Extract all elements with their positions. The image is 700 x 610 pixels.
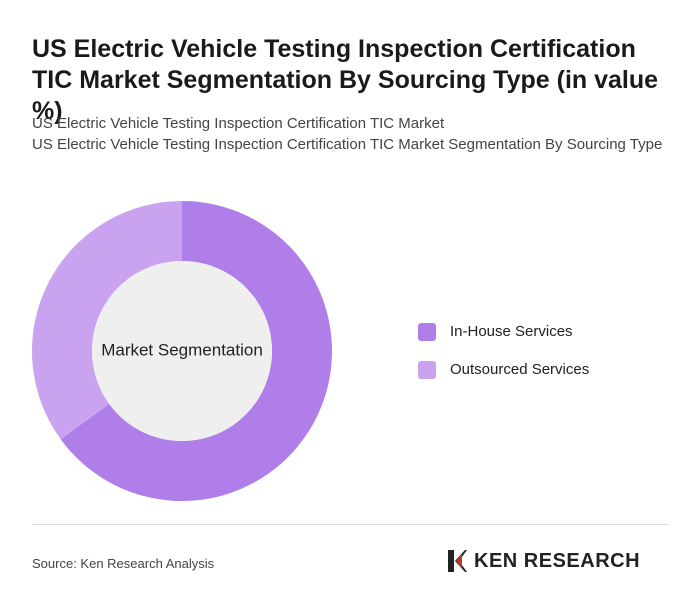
legend-swatch <box>418 323 436 341</box>
legend-swatch <box>418 361 436 379</box>
subtitle: US Electric Vehicle Testing Inspection C… <box>32 115 445 132</box>
slice <box>60 201 333 501</box>
source: Source: Ken Research Analysis <box>32 556 215 571</box>
logo-icon <box>448 550 467 572</box>
divider <box>32 524 668 525</box>
legend-label: Outsourced Services <box>450 361 589 378</box>
subtitle: US Electric Vehicle Testing Inspection C… <box>32 136 663 153</box>
logo: KEN RESEARCH <box>446 548 640 574</box>
chart-title: US Electric Vehicle Testing Inspection C… <box>32 35 659 125</box>
center-label: Market Segmentation <box>101 340 263 359</box>
slice <box>32 201 183 440</box>
donut-hole <box>92 261 272 441</box>
legend-label: In-House Services <box>450 323 573 340</box>
chart: Market Segmentation In-House Services Out… <box>32 201 589 501</box>
logo-text: KEN RESEARCH <box>474 549 641 572</box>
